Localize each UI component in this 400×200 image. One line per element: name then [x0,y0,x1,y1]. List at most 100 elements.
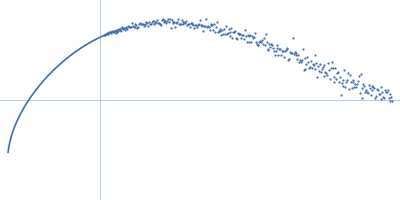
Point [216,27,223,31]
Point [124,27,130,30]
Point [224,31,231,34]
Point [327,78,333,81]
Point [237,33,244,36]
Point [374,87,380,90]
Point [196,18,203,21]
Point [260,42,266,45]
Point [105,32,112,35]
Point [267,46,274,49]
Point [272,49,279,52]
Point [231,31,237,34]
Point [242,29,248,32]
Point [333,78,340,81]
Point [218,33,225,36]
Point [268,42,274,45]
Point [122,28,128,31]
Point [141,23,148,26]
Point [368,93,374,96]
Point [243,34,249,37]
Point [222,32,228,35]
Point [276,48,282,51]
Point [297,59,303,62]
Point [300,68,307,71]
Point [323,72,330,75]
Point [388,96,395,99]
Point [188,21,195,25]
Point [359,86,366,90]
Point [107,30,113,34]
Point [195,23,201,27]
Point [354,83,360,86]
Point [389,99,396,102]
Point [349,79,356,82]
Point [116,28,122,31]
Point [199,24,206,27]
Point [262,44,268,47]
Point [160,18,166,21]
Point [345,71,351,74]
Point [118,29,124,32]
Point [125,25,132,28]
Point [316,69,322,73]
Point [154,19,160,22]
Point [376,92,383,95]
Point [284,47,291,51]
Point [294,58,300,61]
Point [277,47,283,50]
Point [170,21,177,24]
Point [347,73,353,77]
Point [163,22,170,25]
Point [104,33,111,36]
Point [303,63,310,66]
Point [386,93,393,96]
Point [295,53,302,56]
Point [166,21,172,24]
Point [160,21,167,24]
Point [273,44,280,47]
Point [351,85,358,89]
Point [256,41,262,44]
Point [122,27,129,30]
Point [264,47,271,50]
Point [178,19,185,22]
Point [269,44,275,47]
Point [368,84,375,87]
Point [213,25,219,28]
Point [364,90,370,94]
Point [312,54,319,57]
Point [358,97,365,100]
Point [177,23,183,26]
Point [287,51,293,54]
Point [182,21,188,24]
Point [223,24,229,28]
Point [361,85,368,88]
Point [135,25,142,28]
Point [108,31,114,35]
Point [212,31,218,34]
Point [156,21,162,24]
Point [165,17,171,20]
Point [380,96,386,99]
Point [355,80,361,83]
Point [288,51,294,54]
Point [110,31,116,34]
Point [226,27,232,31]
Point [378,97,385,101]
Point [343,81,349,84]
Point [126,26,132,29]
Point [172,25,178,28]
Point [230,31,236,34]
Point [169,20,176,24]
Point [244,34,251,37]
Point [186,26,193,29]
Point [146,21,152,24]
Point [214,30,221,33]
Point [352,82,358,85]
Point [148,20,155,23]
Point [120,26,127,30]
Point [280,50,286,53]
Point [164,20,170,23]
Point [302,68,309,71]
Point [150,19,156,22]
Point [239,34,245,37]
